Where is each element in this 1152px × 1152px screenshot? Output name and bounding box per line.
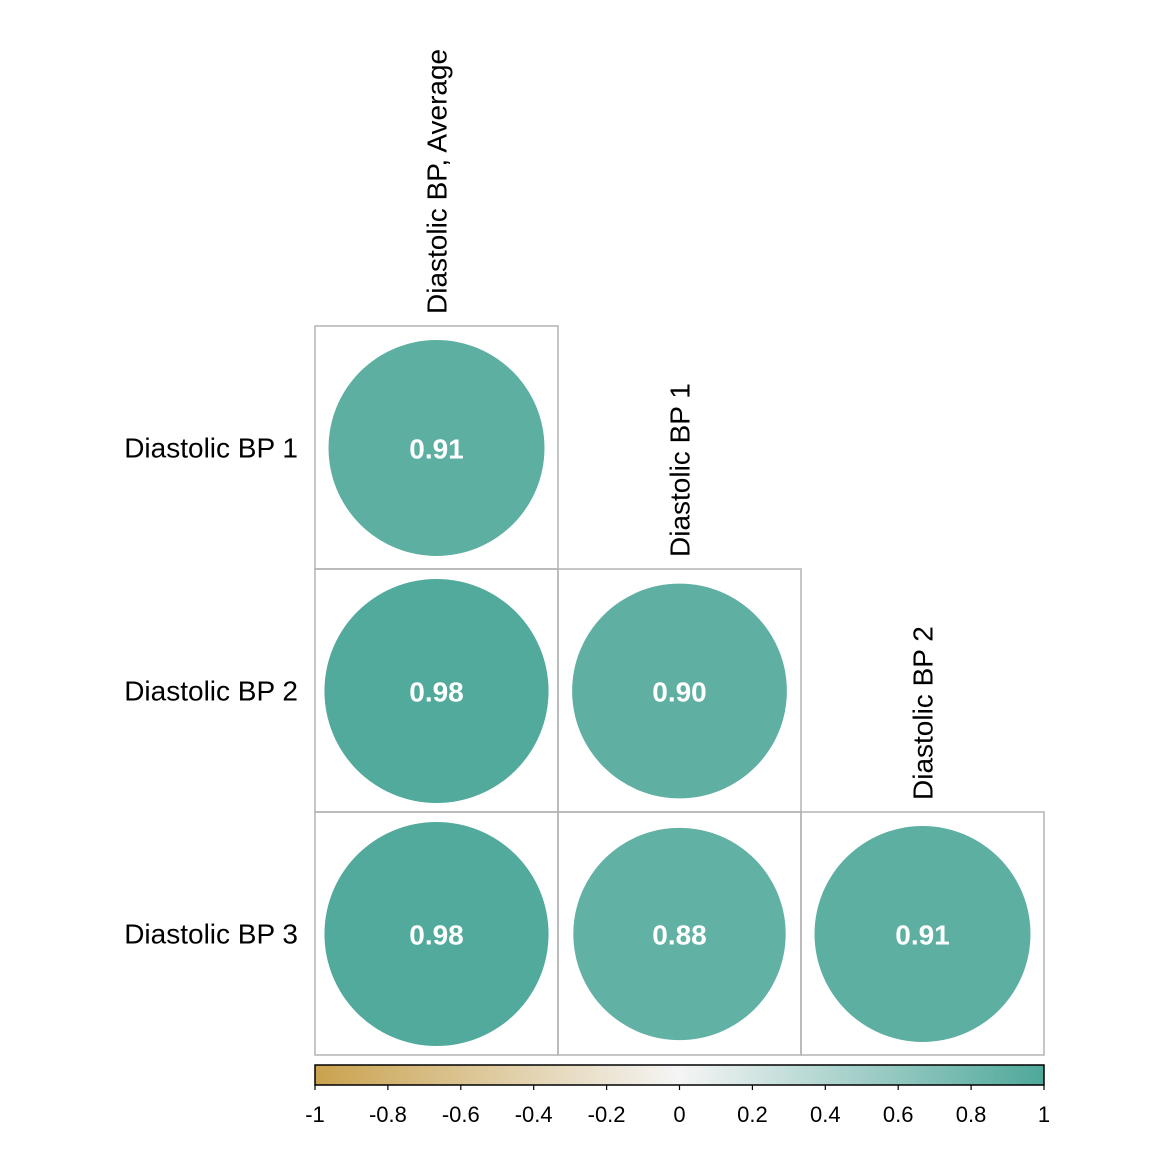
- correlation-value-label: 0.98: [409, 677, 464, 708]
- correlation-value-label: 0.91: [409, 434, 464, 465]
- row-label: Diastolic BP 1: [124, 433, 298, 464]
- column-label: Diastolic BP, Average: [422, 49, 453, 314]
- correlation-circle: [324, 821, 549, 1047]
- correlation-value-label: 0.91: [895, 920, 950, 951]
- correlation-circle: [573, 827, 786, 1041]
- colorbar-tick-label: -0.2: [588, 1102, 626, 1127]
- colorbar: -1 -0.8 -0.6 -0.4 -0.2 0 0.2 0.4 0.6 0.8 1: [305, 1064, 1050, 1127]
- correlation-value-label: 0.90: [652, 677, 707, 708]
- colorbar-tick-label: -1: [305, 1102, 325, 1127]
- cells-layer: 0.91 0.98 0.90 0.98 0.88 0.91: [314, 325, 1045, 1056]
- correlation-circle: [324, 578, 549, 804]
- colorbar-tick-label: 0.2: [737, 1102, 768, 1127]
- correlation-value-label: 0.98: [409, 920, 464, 951]
- correlation-value-label: 0.88: [652, 920, 707, 951]
- colorbar-tick-label: -0.6: [442, 1102, 480, 1127]
- cell-border: [800, 811, 1045, 1056]
- row-label: Diastolic BP 2: [124, 676, 298, 707]
- colorbar-tick-label: 1: [1038, 1102, 1050, 1127]
- correlation-circle: [814, 826, 1031, 1042]
- labels-layer: Diastolic BP 1 Diastolic BP 2 Diastolic BP…: [124, 49, 938, 950]
- colorbar-tick-label: 0: [673, 1102, 685, 1127]
- correlation-circle: [572, 583, 787, 799]
- colorbar-tick-label: 0.4: [810, 1102, 841, 1127]
- row-label: Diastolic BP 3: [124, 919, 298, 950]
- colorbar-tick-label: -0.8: [369, 1102, 407, 1127]
- column-label: Diastolic BP 2: [908, 626, 939, 800]
- colorbar-tick-label: 0.6: [883, 1102, 914, 1127]
- colorbar-gradient: [314, 1064, 1045, 1086]
- colorbar-tick-label: 0.8: [956, 1102, 987, 1127]
- colorbar-tick-label: -0.4: [515, 1102, 553, 1127]
- correlation-circle: [328, 340, 545, 556]
- column-label: Diastolic BP 1: [665, 383, 696, 557]
